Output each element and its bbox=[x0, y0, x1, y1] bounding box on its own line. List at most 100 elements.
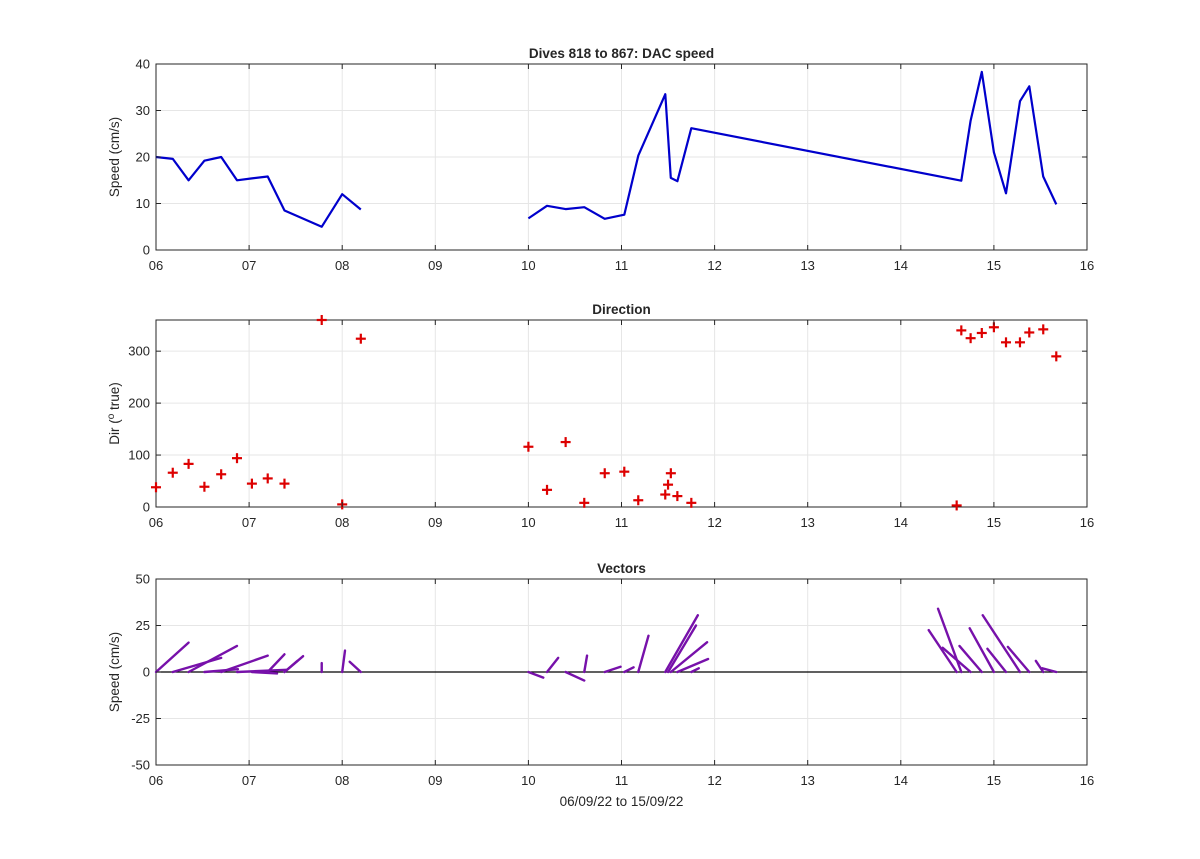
vectors-vector bbox=[603, 665, 622, 674]
vectors-x-tick-label: 10 bbox=[521, 773, 535, 788]
vectors-vector bbox=[664, 614, 700, 674]
speed-y-axis-label: Speed (cm/s) bbox=[107, 117, 122, 197]
vectors-vector bbox=[283, 654, 305, 674]
direction-data-point bbox=[231, 453, 242, 464]
speed-y-tick-label: 40 bbox=[136, 57, 150, 72]
speed-y-tick-label: 30 bbox=[136, 103, 150, 118]
vectors-vector bbox=[981, 614, 1022, 674]
direction-data-point bbox=[1001, 337, 1012, 348]
direction-y-axis-label: Dir (o true) bbox=[106, 382, 123, 445]
direction-y-axis-label-degree: o bbox=[106, 413, 117, 419]
speed-y-tick-label: 20 bbox=[136, 150, 150, 165]
direction-data-point bbox=[1038, 324, 1049, 335]
vectors-vector bbox=[154, 641, 190, 674]
vectors-x-tick-label: 16 bbox=[1080, 773, 1094, 788]
speed-x-tick-label: 13 bbox=[800, 258, 814, 273]
vectors-vector bbox=[637, 634, 650, 674]
vectors-vector bbox=[527, 670, 545, 679]
direction-data-point bbox=[216, 469, 227, 480]
vectors-y-tick-label: -25 bbox=[131, 711, 150, 726]
vectors-x-tick-label: 13 bbox=[800, 773, 814, 788]
speed-x-tick-label: 08 bbox=[335, 258, 349, 273]
vectors-vector bbox=[545, 656, 560, 674]
direction-y-axis-label-part1: Dir ( bbox=[107, 419, 122, 445]
speed-chart-title: Dives 818 to 867: DAC speed bbox=[529, 46, 714, 61]
direction-data-point bbox=[633, 495, 644, 506]
direction-data-point bbox=[151, 482, 161, 493]
vectors-vector bbox=[583, 654, 589, 674]
vectors-x-axis-label: 06/09/22 to 15/09/22 bbox=[560, 794, 684, 809]
direction-x-tick-label: 07 bbox=[242, 515, 256, 530]
vectors-vector bbox=[171, 656, 223, 674]
vectors-vector bbox=[348, 660, 363, 674]
direction-data-point bbox=[1014, 337, 1025, 348]
speed-series-line-2 bbox=[527, 70, 1058, 220]
speed-x-tick-label: 15 bbox=[987, 258, 1001, 273]
vectors-y-tick-label: 25 bbox=[136, 618, 150, 633]
direction-x-tick-label: 11 bbox=[615, 515, 629, 530]
vectors-y-axis-label: Speed (cm/s) bbox=[107, 632, 122, 712]
direction-data-point bbox=[956, 325, 967, 336]
vectors-vector bbox=[669, 641, 709, 674]
speed-x-tick-label: 09 bbox=[428, 258, 442, 273]
direction-y-axis-label-part2: true) bbox=[107, 382, 122, 414]
direction-x-tick-label: 12 bbox=[707, 515, 721, 530]
speed-x-tick-label: 14 bbox=[894, 258, 908, 273]
direction-data-point bbox=[523, 441, 534, 452]
direction-y-tick-label: 0 bbox=[143, 500, 150, 515]
direction-data-point bbox=[663, 479, 674, 490]
direction-y-tick-label: 300 bbox=[128, 344, 150, 359]
direction-data-point bbox=[560, 437, 571, 448]
vectors-vector bbox=[986, 647, 1008, 674]
direction-data-point bbox=[686, 497, 697, 508]
direction-y-tick-label: 100 bbox=[128, 448, 150, 463]
direction-x-tick-label: 16 bbox=[1080, 515, 1094, 530]
direction-data-point bbox=[542, 484, 553, 495]
direction-data-point bbox=[246, 478, 257, 489]
direction-data-point bbox=[665, 468, 676, 479]
vectors-x-tick-label: 15 bbox=[987, 773, 1001, 788]
vectors-x-tick-label: 14 bbox=[894, 773, 908, 788]
direction-data-point bbox=[355, 333, 366, 344]
vectors-vector bbox=[676, 657, 710, 674]
vectors-vector bbox=[203, 668, 240, 674]
vectors-vector bbox=[1041, 667, 1058, 674]
vectors-x-tick-label: 08 bbox=[335, 773, 349, 788]
vectors-vector bbox=[187, 644, 239, 674]
direction-data-point bbox=[965, 333, 976, 344]
vectors-vector bbox=[690, 667, 700, 674]
direction-data-point bbox=[183, 458, 194, 469]
vectors-vector bbox=[666, 624, 698, 674]
direction-x-tick-label: 08 bbox=[335, 515, 349, 530]
vectors-chart-title: Vectors bbox=[597, 561, 646, 576]
vectors-y-tick-label: 50 bbox=[136, 572, 150, 587]
direction-panel: 06 07 08 09 10 11 12 13 14 15 16 0 100 200 300 Directi… bbox=[106, 302, 1095, 530]
vectors-vector bbox=[968, 627, 996, 674]
direction-data-point bbox=[199, 481, 210, 492]
direction-data-point bbox=[672, 491, 683, 502]
vectors-vector bbox=[250, 670, 279, 675]
vectors-y-tick-label: -50 bbox=[131, 758, 150, 773]
direction-x-tick-label: 09 bbox=[428, 515, 442, 530]
vectors-vector bbox=[958, 644, 983, 674]
speed-y-tick-label: 10 bbox=[136, 196, 150, 211]
direction-data-point bbox=[1051, 351, 1062, 362]
speed-x-tick-label: 07 bbox=[242, 258, 256, 273]
direction-x-tick-label: 13 bbox=[800, 515, 814, 530]
vectors-vector bbox=[1034, 659, 1045, 674]
direction-data-point bbox=[279, 478, 290, 489]
direction-data-point bbox=[262, 473, 273, 484]
vectors-x-tick-label: 11 bbox=[615, 773, 629, 788]
speed-x-tick-label: 12 bbox=[707, 258, 721, 273]
speed-x-tick-label: 06 bbox=[149, 258, 163, 273]
vectors-panel: 06 07 08 09 10 11 12 13 14 15 16 -50 -25 0 25 50 Vector… bbox=[107, 561, 1094, 809]
direction-x-tick-label: 06 bbox=[149, 515, 163, 530]
vectors-x-tick-label: 06 bbox=[149, 773, 163, 788]
vectors-y-tick-label: 0 bbox=[143, 665, 150, 680]
direction-data-point bbox=[660, 489, 671, 500]
speed-x-tick-label: 16 bbox=[1080, 258, 1094, 273]
speed-series-line-1 bbox=[155, 155, 362, 228]
vectors-vector bbox=[564, 670, 586, 682]
